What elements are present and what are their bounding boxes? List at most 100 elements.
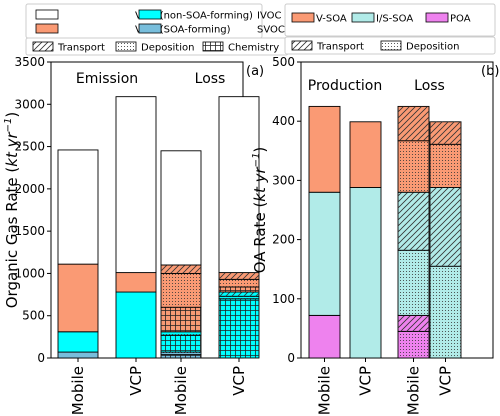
legend-swatch-poa	[425, 12, 449, 23]
legend-swatch-transport	[32, 41, 54, 52]
bar-emission-mobile	[57, 149, 99, 359]
x-tick-label: Mobile	[172, 366, 190, 415]
bar-segment-voc-soa-forming-deposition-pattern	[161, 273, 201, 308]
bar-segment-voc-soa-forming-transport-pattern	[161, 264, 201, 274]
legend-species: V-SOA I/S-SOA POA	[284, 3, 496, 37]
legend-box	[284, 3, 496, 37]
legend-swatch-deposition	[115, 41, 137, 52]
y-tick-label: 500	[22, 309, 45, 323]
legend-label-voc-non-soa-forming: VOC (non-SOA-forming)	[135, 11, 253, 22]
panel-b: 0 100 200 300 400 500 OA Rate (kt yr−1) (b) Prod…	[251, 3, 499, 415]
bar-loss-vcp	[429, 121, 462, 359]
group-label-production: Production	[308, 78, 382, 94]
legend-label-chemistry: Chemistry	[228, 43, 279, 54]
legend-swatch-voc-soa-forming	[35, 23, 59, 34]
bar-segment-v-soa-deposition-pattern	[430, 144, 461, 188]
plot-frame	[300, 61, 494, 359]
bar-segment-voc-soa-forming-transport-pattern	[219, 272, 259, 280]
bar-loss-vcp	[218, 96, 260, 359]
legend-label-svoc: SVOC	[257, 25, 285, 36]
bar-loss-mobile	[397, 105, 430, 359]
bar-segment-ivoc-chemistry-pattern	[161, 335, 201, 353]
bar-segment-voc-non-soa-forming	[57, 149, 99, 265]
bar-loss-mobile	[160, 150, 202, 359]
legend-label-voc-soa-forming: VOC (SOA-forming)	[135, 25, 231, 36]
legend-pathways: Transport Deposition	[284, 36, 496, 55]
x-tick-label: VCP	[230, 366, 248, 396]
legend-label-ivoc: IVOC	[257, 11, 281, 22]
bar-segment-v-soa	[349, 121, 382, 188]
y-tick-label: 2000	[14, 182, 45, 196]
legend-species: VOC (non-SOA-forming) IVOC VOC (SOA-formin…	[25, 3, 285, 39]
bar-segment-svoc-deposition-pattern	[161, 352, 201, 355]
y-tick-label: 3000	[14, 97, 45, 111]
bar-segment-ivoc	[115, 291, 157, 359]
y-tick-label: 0	[37, 351, 45, 365]
legend-swatch-transport	[291, 40, 313, 51]
legend-label-i-s-soa: I/S-SOA	[376, 14, 413, 25]
bar-emission-vcp	[115, 96, 157, 359]
bar-segment-voc-soa-forming-deposition-pattern	[219, 279, 259, 287]
bar-segment-svoc-chemistry-pattern	[161, 354, 201, 358]
bar-production-mobile	[308, 105, 341, 359]
bar-segment-i-s-soa	[308, 191, 341, 316]
x-tick-label: VCP	[437, 366, 455, 396]
x-tick-label: Mobile	[405, 366, 423, 415]
y-tick-label: 200	[272, 233, 295, 247]
legend-label-v-soa: V-SOA	[316, 14, 347, 25]
group-label-loss: Loss	[414, 78, 445, 94]
bar-segment-i-s-soa-deposition-pattern	[430, 266, 461, 358]
bar-segment-v-soa	[308, 105, 341, 193]
y-tick-label: 1000	[14, 266, 45, 280]
panel-label: (a)	[246, 64, 264, 79]
panel-label: (b)	[481, 64, 499, 79]
y-tick-label: 0	[287, 351, 295, 365]
y-axis-label: Organic Gas Rate (kt yr−1)	[3, 112, 21, 309]
bar-segment-i-s-soa-transport-pattern	[430, 187, 461, 267]
y-axis-label: OA Rate (kt yr−1)	[251, 147, 269, 274]
x-tick-label: VCP	[357, 366, 375, 396]
y-tick-label: 100	[272, 292, 295, 306]
bar-segment-voc-soa-forming-chemistry-pattern	[161, 307, 201, 332]
legend-swatch-chemistry	[202, 41, 224, 52]
bar-segment-i-s-soa	[349, 187, 382, 359]
legend-pathways: Transport Deposition Chemistry	[25, 37, 289, 56]
bar-segment-v-soa-deposition-pattern	[398, 140, 429, 193]
legend-label-deposition: Deposition	[406, 42, 459, 53]
y-tick-label: 300	[272, 173, 295, 187]
x-tick-label: Mobile	[69, 366, 87, 415]
bar-segment-ivoc-deposition-pattern	[219, 296, 259, 299]
legend-label-transport: Transport	[57, 43, 105, 54]
bar-segment-voc-non-soa-forming	[115, 96, 157, 274]
group-label-emission: Emission	[76, 71, 138, 87]
bar-segment-voc-soa-forming	[115, 272, 157, 293]
x-tick-label: Mobile	[316, 366, 334, 415]
group-label-loss: Loss	[195, 71, 226, 87]
legend-swatch-voc-non-soa-forming	[35, 9, 59, 20]
bar-segment-voc-soa-forming	[57, 263, 99, 333]
bar-segment-ivoc-transport-pattern	[219, 292, 259, 297]
legend-swatch-i-s-soa	[351, 12, 375, 23]
y-tick-label: 400	[272, 114, 295, 128]
bar-segment-svoc	[57, 351, 99, 359]
bar-segment-ivoc-chemistry-pattern	[219, 298, 259, 358]
panel-a: 0 500 1000 1500 2000 2500 3000 3500 Organic Gas …	[3, 3, 289, 415]
bar-segment-ivoc-deposition-pattern	[161, 331, 201, 336]
legend-label-deposition: Deposition	[141, 43, 194, 54]
bar-segment-v-soa-transport-pattern	[398, 106, 429, 141]
bar-segment-voc-soa-forming-chemistry-pattern	[219, 286, 259, 293]
bar-segment-v-soa-transport-pattern	[430, 121, 461, 145]
bar-segment-i-s-soa-transport-pattern	[398, 192, 429, 251]
bar-segment-i-s-soa-deposition-pattern	[398, 250, 429, 316]
y-tick-label: 2500	[14, 140, 45, 154]
bar-segment-poa-transport-pattern	[398, 315, 429, 332]
bar-segment-poa-deposition-pattern	[398, 331, 429, 358]
y-tick-label: 3500	[14, 55, 45, 69]
bar-segment-voc-non-soa-forming	[160, 150, 202, 266]
bar-segment-voc-non-soa-forming	[218, 96, 260, 274]
legend-swatch-deposition	[380, 40, 402, 51]
legend-swatch-ivoc	[138, 9, 162, 20]
x-tick-label: VCP	[127, 366, 145, 396]
bar-segment-ivoc	[57, 331, 99, 353]
